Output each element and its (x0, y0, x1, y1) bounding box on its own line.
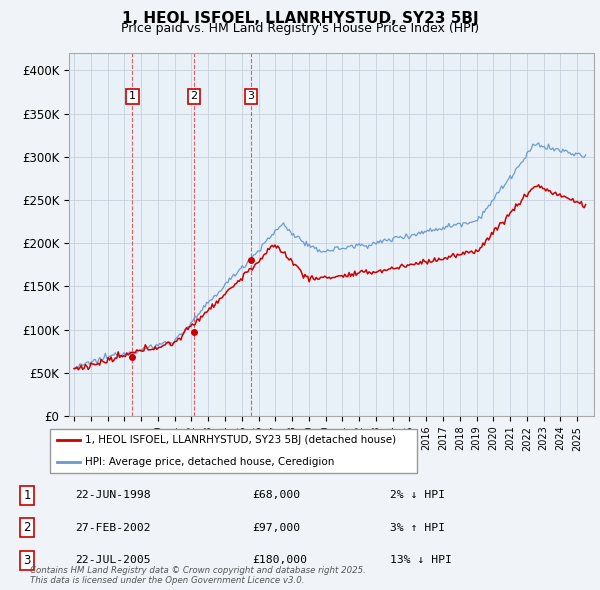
Text: 1, HEOL ISFOEL, LLANRHYSTUD, SY23 5BJ (detached house): 1, HEOL ISFOEL, LLANRHYSTUD, SY23 5BJ (d… (85, 435, 397, 445)
Text: 2: 2 (190, 91, 197, 101)
Text: 1, HEOL ISFOEL, LLANRHYSTUD, SY23 5BJ: 1, HEOL ISFOEL, LLANRHYSTUD, SY23 5BJ (122, 11, 478, 25)
Text: Price paid vs. HM Land Registry's House Price Index (HPI): Price paid vs. HM Land Registry's House … (121, 22, 479, 35)
Text: HPI: Average price, detached house, Ceredigion: HPI: Average price, detached house, Cere… (85, 457, 335, 467)
Text: 27-FEB-2002: 27-FEB-2002 (75, 523, 151, 533)
Text: 3: 3 (247, 91, 254, 101)
Text: £68,000: £68,000 (252, 490, 300, 500)
Text: Contains HM Land Registry data © Crown copyright and database right 2025.
This d: Contains HM Land Registry data © Crown c… (30, 566, 366, 585)
Text: 2: 2 (23, 522, 31, 535)
Text: 22-JUL-2005: 22-JUL-2005 (75, 555, 151, 565)
Text: 1: 1 (129, 91, 136, 101)
Text: 2% ↓ HPI: 2% ↓ HPI (390, 490, 445, 500)
Text: 22-JUN-1998: 22-JUN-1998 (75, 490, 151, 500)
Text: £180,000: £180,000 (252, 555, 307, 565)
Text: 13% ↓ HPI: 13% ↓ HPI (390, 555, 452, 565)
Text: 3: 3 (23, 554, 31, 567)
Text: £97,000: £97,000 (252, 523, 300, 533)
FancyBboxPatch shape (50, 429, 418, 473)
Text: 1: 1 (23, 489, 31, 502)
Text: 3% ↑ HPI: 3% ↑ HPI (390, 523, 445, 533)
